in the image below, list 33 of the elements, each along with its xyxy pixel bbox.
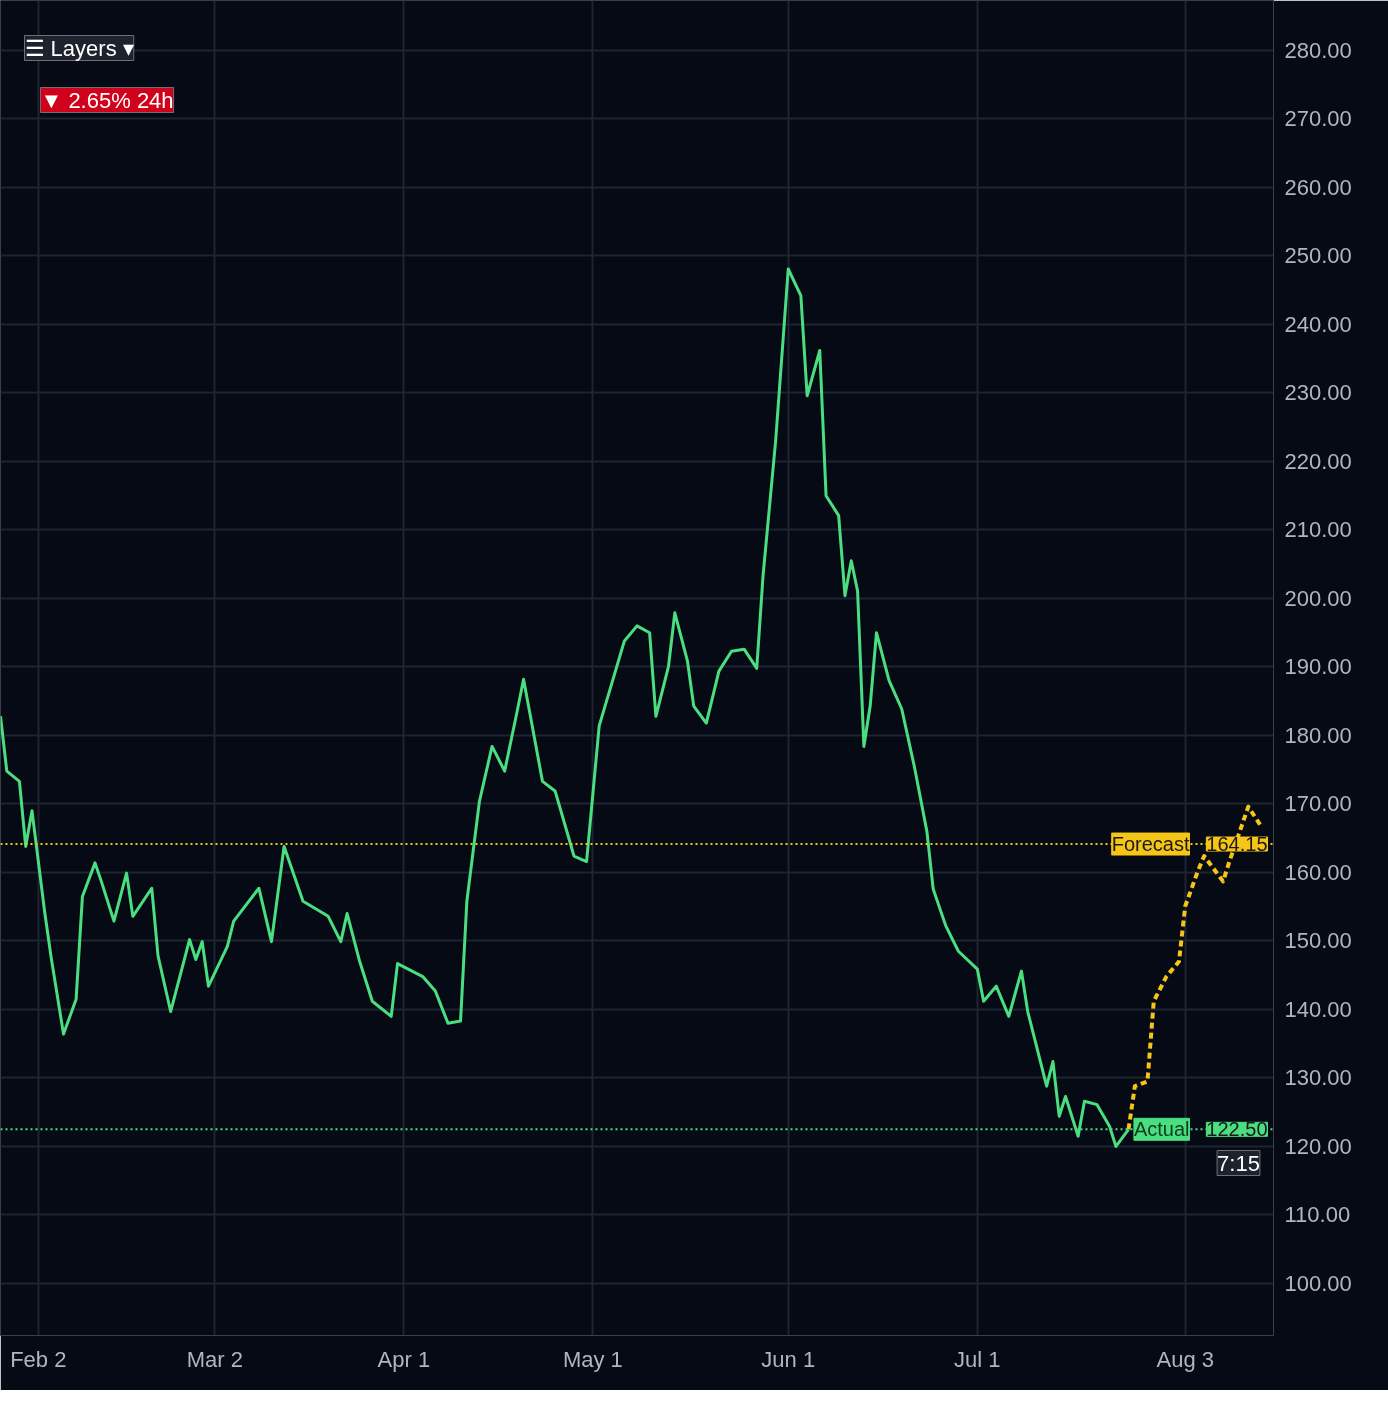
y-tick-label: 160.00 xyxy=(1284,859,1352,885)
y-tick-label: 190.00 xyxy=(1284,654,1352,680)
y-tick-label: 180.00 xyxy=(1284,722,1352,748)
annotation: 122.50 xyxy=(1206,1118,1268,1141)
y-tick-label: 280.00 xyxy=(1284,38,1352,63)
y-tick-label: 140.00 xyxy=(1284,996,1352,1022)
x-tick-label: Jun 1 xyxy=(761,1346,816,1372)
annotation: 164.15 xyxy=(1206,833,1268,856)
y-tick-label: 110.00 xyxy=(1284,1202,1351,1228)
y-tick-label: 100.00 xyxy=(1284,1270,1352,1296)
annotation: ☰ Layers ▾ xyxy=(24,35,134,61)
ref-line-label: Actual xyxy=(1133,1118,1190,1141)
y-tick-label: 270.00 xyxy=(1284,106,1352,132)
x-tick-label: Jul 1 xyxy=(954,1346,1001,1372)
y-tick-label: 260.00 xyxy=(1284,175,1352,200)
y-tick-label: 240.00 xyxy=(1284,311,1352,337)
y-tick-label: 210.00 xyxy=(1284,517,1352,543)
annotation: ▼ 2.65% 24h xyxy=(40,87,174,113)
x-tick-label: May 1 xyxy=(562,1346,623,1372)
y-tick-label: 120.00 xyxy=(1284,1133,1352,1159)
y-tick-label: 170.00 xyxy=(1284,791,1352,817)
x-tick-label: Feb 2 xyxy=(10,1346,67,1372)
y-tick-label: 250.00 xyxy=(1284,243,1352,269)
ref-line-label: Forecast xyxy=(1111,833,1190,856)
x-tick-label: Apr 1 xyxy=(377,1346,431,1372)
y-tick-label: 150.00 xyxy=(1284,928,1352,954)
x-tick-label: Mar 2 xyxy=(186,1346,243,1372)
annotation: 7:15 xyxy=(1217,1150,1260,1176)
y-tick-label: 220.00 xyxy=(1284,448,1352,474)
y-tick-label: 200.00 xyxy=(1284,585,1352,611)
y-tick-label: 230.00 xyxy=(1284,380,1352,406)
x-tick-label: Aug 3 xyxy=(1156,1346,1215,1372)
y-tick-label: 130.00 xyxy=(1284,1065,1352,1091)
